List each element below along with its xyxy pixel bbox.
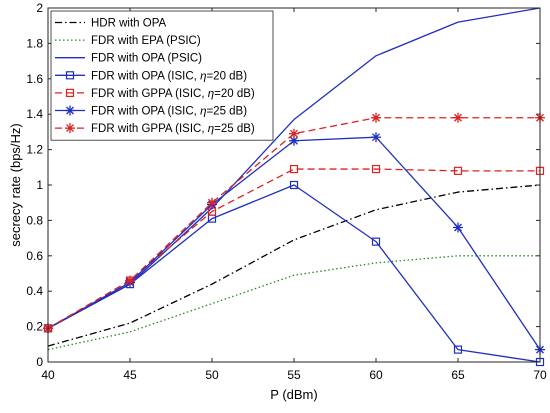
data-point-series-4: [289, 180, 299, 190]
y-tick-label: 1.8: [26, 36, 43, 50]
y-tick-label: 0.2: [26, 320, 43, 334]
legend-label-text: =25 dB): [214, 123, 255, 135]
x-tick-label: 50: [205, 368, 219, 382]
data-point-series-4: [371, 237, 381, 246]
legend-label-4: FDR with OPA (ISIC, η=20 dB): [91, 70, 247, 82]
asterisk-stroke: [454, 223, 462, 232]
legend-label-7: FDR with GPPA (ISIC, η=25 dB): [91, 123, 255, 135]
y-tick-label: 1: [36, 178, 43, 192]
legend-label-text: =20 dB): [214, 88, 255, 100]
data-point-series-7: [125, 275, 135, 286]
legend-label-2: FDR with EPA (PSIC): [91, 35, 201, 47]
series-line-2: [47, 255, 540, 351]
x-tick-label: 70: [533, 368, 547, 382]
y-tick-label: 1.2: [26, 143, 43, 157]
data-point-series-5: [371, 164, 381, 174]
legend-label-variable: η: [200, 70, 206, 82]
x-tick-label: 55: [287, 368, 301, 382]
data-point-series-7: [207, 197, 217, 208]
legend-label-text: =25 dB): [206, 106, 247, 118]
y-axis-title: secrecy rate (bps/Hz): [8, 123, 23, 247]
data-point-series-7: [289, 128, 299, 139]
legend-label-variable: η: [208, 123, 214, 135]
legend-marker-6: [65, 105, 75, 116]
y-tick-label: 1.4: [26, 107, 43, 121]
y-tick-label: 0.8: [26, 213, 43, 227]
y-tick-label: 0: [36, 355, 43, 369]
legend-marker-5: [65, 88, 75, 98]
legend-label-3: FDR with OPA (PSIC): [91, 53, 202, 65]
plot-frame: [47, 7, 541, 363]
data-point-series-5: [453, 166, 463, 175]
legend-label-text: FDR with OPA (ISIC,: [91, 106, 200, 118]
legend-label-6: FDR with OPA (ISIC, η=25 dB): [91, 106, 247, 118]
legend-label-text: =20 dB): [206, 70, 247, 82]
legend-label-1: HDR with OPA: [91, 18, 167, 30]
x-tick-label: 65: [451, 368, 465, 382]
asterisk-stroke: [454, 113, 462, 122]
legend-marker-7: [65, 123, 75, 134]
asterisk-stroke: [290, 136, 298, 145]
legend-box: [50, 10, 274, 141]
legend-label-text: FDR with GPPA (ISIC,: [91, 88, 208, 100]
asterisk-stroke: [126, 276, 134, 285]
asterisk-stroke: [372, 133, 380, 142]
legend-label-5: FDR with GPPA (ISIC, η=20 dB): [91, 88, 255, 100]
ticks: 40 45 50 55 60 65 70 0 0.2 0.4 0.6 0.8 1 1.2 1.4 1.6 1.8…: [26, 1, 547, 382]
legend-label-variable: η: [200, 106, 206, 118]
data-point-series-5: [289, 164, 299, 174]
data-point-series-7: [453, 112, 463, 123]
x-tick-label: 45: [123, 368, 137, 382]
x-tick-label: 60: [369, 368, 383, 382]
x-axis-title: P (dBm): [270, 387, 317, 402]
x-tick-label: 40: [41, 368, 55, 382]
y-tick-label: 0.4: [26, 284, 43, 298]
data-point-series-6: [453, 222, 463, 233]
asterisk-stroke: [290, 129, 298, 138]
legend-label-text: FDR with GPPA (ISIC,: [91, 123, 208, 135]
asterisk-stroke: [66, 106, 74, 115]
legend-label-text: FDR with OPA (ISIC,: [91, 70, 200, 82]
y-tick-label: 1.6: [26, 72, 43, 86]
asterisk-stroke: [372, 113, 380, 122]
legend-marker-4: [65, 71, 75, 80]
y-tick-label: 2: [36, 1, 43, 15]
legend-label-variable: η: [208, 88, 214, 100]
data-point-series-7: [371, 112, 381, 123]
data-point-series-6: [371, 132, 381, 143]
asterisk-stroke: [208, 198, 216, 207]
data-point-series-4: [453, 345, 463, 354]
series-line-1: [47, 184, 541, 347]
asterisk-stroke: [66, 124, 74, 133]
legend: HDR with OPA FDR with EPA (PSIC) FDR with …: [50, 10, 274, 141]
y-tick-label: 0.6: [26, 249, 43, 263]
